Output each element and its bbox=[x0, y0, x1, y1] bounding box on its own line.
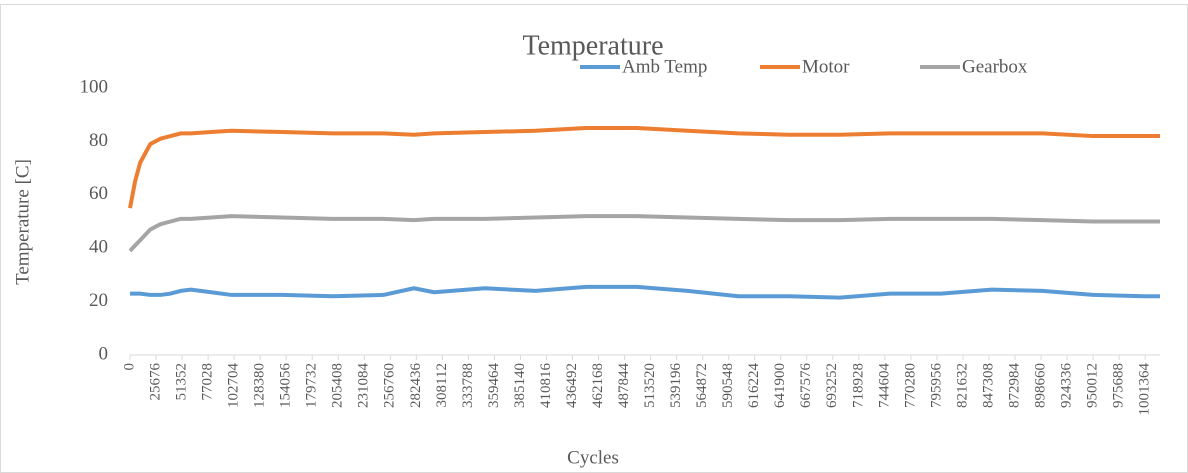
x-tick-label: 179732 bbox=[304, 363, 320, 408]
x-tick-label: 462168 bbox=[590, 363, 606, 408]
x-tick-label: 231084 bbox=[356, 363, 372, 409]
y-tick-label: 0 bbox=[99, 343, 109, 364]
x-tick-label: 641900 bbox=[772, 363, 788, 408]
y-tick-label: 80 bbox=[89, 130, 108, 151]
y-axis-label: Temperature [C] bbox=[12, 159, 33, 285]
x-tick-label: 205408 bbox=[330, 363, 346, 408]
x-tick-label: 154056 bbox=[278, 363, 294, 409]
x-tick-label: 590548 bbox=[720, 363, 736, 408]
y-tick-label: 100 bbox=[80, 76, 109, 97]
x-tick-label: 436492 bbox=[564, 363, 580, 408]
series-line bbox=[128, 214, 1160, 253]
y-tick-label: 40 bbox=[89, 237, 108, 258]
chart-border bbox=[0, 4, 1188, 473]
x-tick-label: 385140 bbox=[512, 363, 528, 408]
x-tick-label: 256760 bbox=[382, 363, 398, 408]
legend-label: Motor bbox=[802, 56, 850, 77]
x-tick-label: 616224 bbox=[746, 363, 762, 409]
x-tick-label: 102704 bbox=[226, 363, 242, 409]
x-tick-label: 975688 bbox=[1111, 363, 1127, 408]
x-tick-label: 564872 bbox=[694, 363, 710, 408]
x-tick-label: 667576 bbox=[798, 363, 814, 409]
x-tick-label: 795956 bbox=[928, 363, 944, 409]
x-tick-label: 924336 bbox=[1059, 363, 1075, 409]
x-tick-label: 25676 bbox=[147, 363, 163, 401]
x-tick-label: 308112 bbox=[434, 363, 450, 407]
x-tick-label: 77028 bbox=[200, 363, 216, 401]
x-tick-label: 872984 bbox=[1006, 363, 1022, 409]
x-tick-label: 0 bbox=[121, 363, 137, 371]
x-tick-label: 1001364 bbox=[1137, 363, 1153, 416]
y-tick-label: 20 bbox=[89, 290, 108, 311]
y-tick-label: 60 bbox=[89, 183, 108, 204]
x-tick-label: 847308 bbox=[980, 363, 996, 408]
chart-title: Temperature bbox=[522, 30, 663, 61]
x-tick-label: 950012 bbox=[1085, 363, 1101, 408]
x-tick-label: 718928 bbox=[850, 363, 866, 408]
series-line bbox=[130, 284, 1160, 300]
x-tick-label: 513520 bbox=[642, 363, 658, 408]
x-tick-label: 770280 bbox=[902, 363, 918, 408]
x-tick-label: 693252 bbox=[824, 363, 840, 408]
x-tick-label: 898660 bbox=[1032, 363, 1048, 408]
x-tick-label: 359464 bbox=[486, 363, 502, 409]
x-tick-label: 410816 bbox=[538, 363, 554, 409]
x-tick-label: 539196 bbox=[668, 363, 684, 409]
x-tick-label: 128380 bbox=[252, 363, 268, 408]
x-tick-label: 51352 bbox=[173, 363, 189, 401]
legend-label: Gearbox bbox=[962, 56, 1028, 77]
series-line bbox=[128, 126, 1160, 209]
x-axis-label: Cycles bbox=[567, 447, 619, 468]
x-tick-label: 821632 bbox=[954, 363, 970, 408]
legend-label: Amb Temp bbox=[622, 56, 707, 77]
x-tick-label: 744604 bbox=[876, 363, 892, 409]
x-tick-label: 487844 bbox=[616, 363, 632, 409]
x-tick-label: 282436 bbox=[408, 363, 424, 409]
x-tick-label: 333788 bbox=[460, 363, 476, 408]
